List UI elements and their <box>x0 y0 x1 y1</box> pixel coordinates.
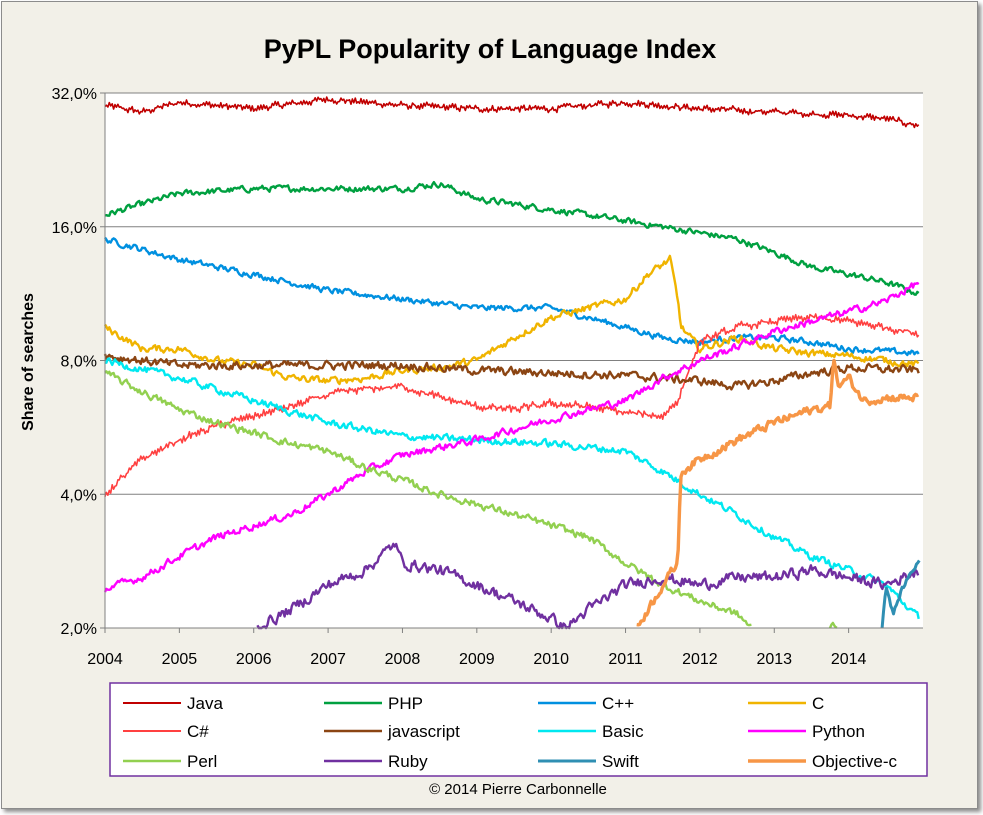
legend-label: Java <box>187 694 223 713</box>
series-lines <box>103 96 921 630</box>
y-tick-label: 4,0% <box>61 487 97 504</box>
legend-label: Objective-c <box>812 752 898 771</box>
x-tick-label: 2005 <box>162 651 198 668</box>
chart-title: PyPL Popularity of Language Index <box>264 34 717 64</box>
y-tick-label: 8,0% <box>61 354 97 371</box>
legend-label: C <box>812 694 824 713</box>
legend-label: Python <box>812 722 865 741</box>
series-line-basic <box>105 357 920 620</box>
y-tick-label: 16,0% <box>52 220 97 237</box>
series-line-php <box>104 180 920 296</box>
x-tick-label: 2013 <box>756 651 792 668</box>
series-line-objective-c <box>636 358 920 627</box>
legend-label: Perl <box>187 752 217 771</box>
x-tick-label: 2007 <box>310 651 346 668</box>
series-line-c <box>104 313 920 497</box>
x-tick-label: 2004 <box>87 651 123 668</box>
legend-label: Ruby <box>388 752 428 771</box>
x-tick-label: 2006 <box>236 651 272 668</box>
gridlines <box>105 92 923 495</box>
x-tick-label: 2009 <box>459 651 495 668</box>
y-axis-label: Share of searches <box>20 293 37 431</box>
x-tick-label: 2010 <box>533 651 569 668</box>
legend-label: Basic <box>602 722 644 741</box>
legend-label: javascript <box>387 722 460 741</box>
legend-label: Swift <box>602 752 639 771</box>
series-line-perl <box>104 370 752 627</box>
legend-label: PHP <box>388 694 423 713</box>
y-tick-labels: 2,0% 4,0% 8,0% 16,0% 32,0% <box>52 86 105 638</box>
series-line-java <box>104 96 920 129</box>
y-tick-label: 2,0% <box>61 621 97 638</box>
x-tick-label: 2011 <box>608 651 643 668</box>
legend-label: C# <box>187 722 209 741</box>
legend: Java PHP C++ C C# javascript Basic Python Perl Ru… <box>123 694 898 771</box>
x-tick-labels: 2004 2005 2006 2007 2008 2009 2010 2011 2012 2013… <box>87 628 867 668</box>
credit: © 2014 Pierre Carbonnelle <box>429 781 607 798</box>
series-line-javascript <box>103 353 920 391</box>
series-line-ruby <box>256 542 920 630</box>
y-tick-label: 32,0% <box>52 86 97 103</box>
series-line-python <box>103 281 920 593</box>
x-tick-label: 2008 <box>385 651 421 668</box>
x-tick-label: 2012 <box>682 651 718 668</box>
series-line-swift <box>880 559 921 629</box>
series-line-perl <box>828 621 838 629</box>
legend-label: C++ <box>602 694 634 713</box>
series-line-c <box>104 236 920 357</box>
x-tick-label: 2014 <box>831 651 867 668</box>
